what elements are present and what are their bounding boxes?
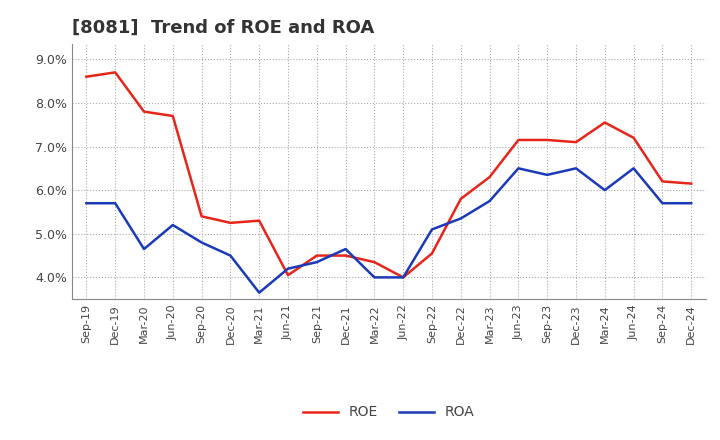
ROA bbox=[658, 201, 667, 206]
ROE bbox=[485, 174, 494, 180]
ROE bbox=[428, 251, 436, 256]
ROA bbox=[226, 253, 235, 258]
ROE bbox=[629, 135, 638, 140]
ROE bbox=[687, 181, 696, 186]
ROE bbox=[514, 137, 523, 143]
ROE bbox=[543, 137, 552, 143]
ROA bbox=[485, 198, 494, 204]
ROA bbox=[572, 166, 580, 171]
ROA bbox=[514, 166, 523, 171]
ROA bbox=[600, 187, 609, 193]
ROA bbox=[629, 166, 638, 171]
ROA bbox=[284, 266, 292, 271]
ROA bbox=[197, 240, 206, 245]
ROE bbox=[456, 196, 465, 202]
ROA bbox=[456, 216, 465, 221]
ROA bbox=[168, 222, 177, 227]
Line: ROE: ROE bbox=[86, 72, 691, 277]
Text: [8081]  Trend of ROE and ROA: [8081] Trend of ROE and ROA bbox=[72, 19, 374, 37]
ROA bbox=[312, 260, 321, 265]
ROA bbox=[82, 201, 91, 206]
ROE bbox=[226, 220, 235, 225]
ROA bbox=[543, 172, 552, 177]
ROA bbox=[428, 227, 436, 232]
ROE bbox=[255, 218, 264, 224]
ROA bbox=[140, 246, 148, 252]
ROA bbox=[255, 290, 264, 295]
ROE bbox=[168, 114, 177, 119]
ROA bbox=[341, 246, 350, 252]
ROA bbox=[111, 201, 120, 206]
ROA bbox=[370, 275, 379, 280]
ROE bbox=[399, 275, 408, 280]
ROE bbox=[284, 272, 292, 278]
ROE bbox=[82, 74, 91, 79]
ROE bbox=[572, 139, 580, 145]
ROE bbox=[312, 253, 321, 258]
ROA bbox=[687, 201, 696, 206]
ROE bbox=[341, 253, 350, 258]
Line: ROA: ROA bbox=[86, 169, 691, 293]
ROA bbox=[399, 275, 408, 280]
ROE bbox=[111, 70, 120, 75]
Legend: ROE, ROA: ROE, ROA bbox=[297, 400, 480, 425]
ROE bbox=[658, 179, 667, 184]
ROE bbox=[197, 214, 206, 219]
ROE bbox=[140, 109, 148, 114]
ROE bbox=[600, 120, 609, 125]
ROE bbox=[370, 260, 379, 265]
